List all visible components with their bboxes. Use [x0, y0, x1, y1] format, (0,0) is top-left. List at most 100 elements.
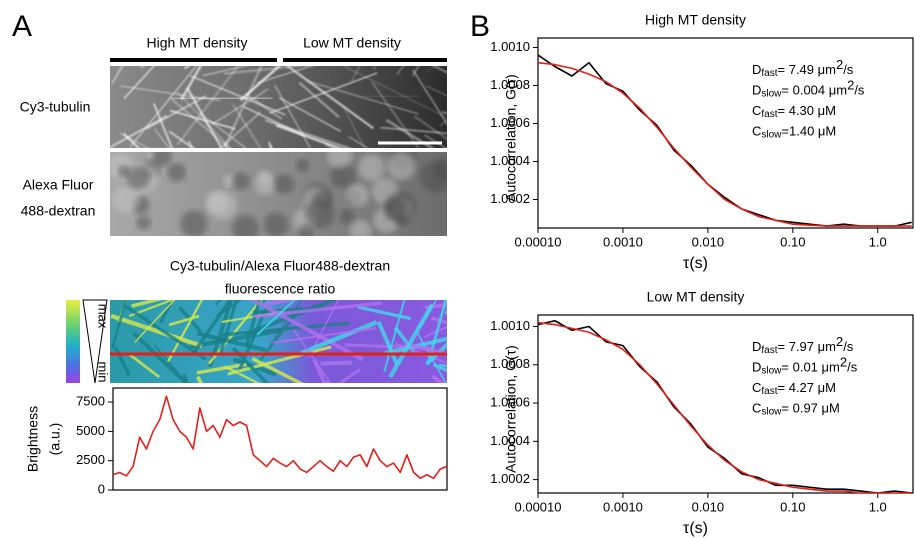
ratio-streak [111, 300, 128, 349]
filament [298, 81, 340, 118]
x-tick-label: 0.010 [692, 499, 725, 514]
annotation-symbol: C [752, 401, 761, 416]
ratio-streak [113, 346, 131, 377]
panel-label: B [470, 10, 490, 43]
filament [307, 80, 419, 115]
blob [420, 160, 447, 193]
annotation-text: = 0.004 μm [781, 83, 847, 98]
x-tick-label: 0.0010 [603, 234, 643, 249]
x-tick-label: 0.010 [692, 234, 725, 249]
ratio-map [110, 300, 447, 383]
column-label: Low MT density [303, 35, 401, 51]
filament [152, 102, 174, 148]
bracket [110, 58, 277, 62]
y-axis-label: Brightness [25, 406, 41, 472]
colorbar-label: max [96, 304, 111, 329]
ratio-streak [292, 328, 332, 383]
data-line [537, 319, 912, 494]
filament [123, 66, 155, 100]
row-label: 488-dextran [21, 203, 96, 219]
ratio-streak [250, 300, 364, 362]
blob [112, 186, 140, 214]
filament [243, 105, 306, 137]
filament [176, 66, 239, 146]
blob [330, 163, 356, 189]
blob [327, 152, 353, 169]
filament [413, 115, 447, 140]
annotation-text: /s [847, 360, 858, 375]
blob [346, 183, 369, 207]
chart-title: High MT density [645, 12, 746, 28]
blob [263, 212, 289, 236]
filament [285, 66, 374, 130]
annotation-text: /s [843, 339, 854, 354]
filament [342, 106, 366, 148]
ratio-streak [425, 341, 447, 366]
annotation-text: = 7.97 μm [778, 339, 836, 354]
y-axis-label: Autocorrelation, G(τ) [503, 345, 519, 473]
x-tick-label: 0.0010 [603, 499, 643, 514]
filament [341, 66, 447, 119]
filament [424, 134, 447, 148]
filament [425, 85, 447, 97]
ratio-streak [190, 328, 282, 349]
filament [202, 66, 249, 77]
y-tick-label: 1.0006 [490, 115, 530, 130]
plot-frame [112, 387, 448, 491]
ratio-streak [444, 306, 447, 315]
y-tick-label: 1.0008 [490, 356, 530, 371]
micrograph [110, 66, 447, 148]
filament [211, 88, 269, 126]
filament [154, 128, 171, 148]
annotation-text: = 4.27 μM [778, 380, 836, 395]
row-label: Alexa Fluor [23, 177, 94, 193]
ratio-streak [384, 336, 447, 356]
ratio-streak [253, 301, 383, 319]
filament [119, 132, 150, 148]
annotation-subscript: fast [761, 68, 777, 79]
annotation-symbol: D [752, 360, 761, 375]
annotation-text: =1.40 μM [781, 124, 836, 139]
ratio-streak [307, 300, 340, 359]
ratio-streak [196, 331, 267, 353]
map-title: Cy3-tubulin/Alexa Fluor488-dextran [170, 258, 390, 274]
annotation-symbol: C [752, 103, 761, 118]
y-tick-label: 7500 [76, 394, 105, 409]
filament [380, 126, 447, 135]
ratio-streak [376, 320, 399, 365]
blob [222, 174, 236, 188]
chart-title: Low MT density [647, 289, 745, 305]
annotation-symbol: D [752, 83, 761, 98]
ratio-streak [134, 300, 176, 343]
filament [431, 66, 447, 74]
filament [111, 66, 124, 84]
x-tick-label: 0.00010 [515, 499, 562, 514]
bracket [283, 58, 447, 62]
blob [313, 190, 332, 209]
filament [129, 66, 197, 148]
x-tick-label: 0.00010 [515, 234, 562, 249]
annotation-text: /s [843, 62, 854, 77]
ratio-streak [190, 300, 233, 356]
annotation-symbol: C [752, 124, 761, 139]
filament [110, 115, 168, 148]
annotation-superscript: 2 [840, 355, 847, 370]
x-tick-label: 1.0 [869, 499, 887, 514]
ratio-streak [131, 300, 163, 308]
filament [232, 103, 262, 148]
annotation: Dslow= 0.01 μm2/s [752, 355, 858, 376]
ratio-streak [122, 303, 207, 361]
ratio-streak [337, 368, 362, 383]
blob [274, 174, 295, 195]
ratio-streak [266, 300, 299, 307]
x-tick-label: 1.0 [869, 234, 887, 249]
y-tick-label: 1.0010 [490, 318, 530, 333]
blob [207, 190, 237, 220]
blob [117, 165, 131, 178]
blob [339, 209, 355, 225]
filament [169, 109, 236, 130]
ratio-streak [431, 374, 446, 383]
ratio-streak [224, 365, 261, 383]
filament [348, 136, 369, 148]
